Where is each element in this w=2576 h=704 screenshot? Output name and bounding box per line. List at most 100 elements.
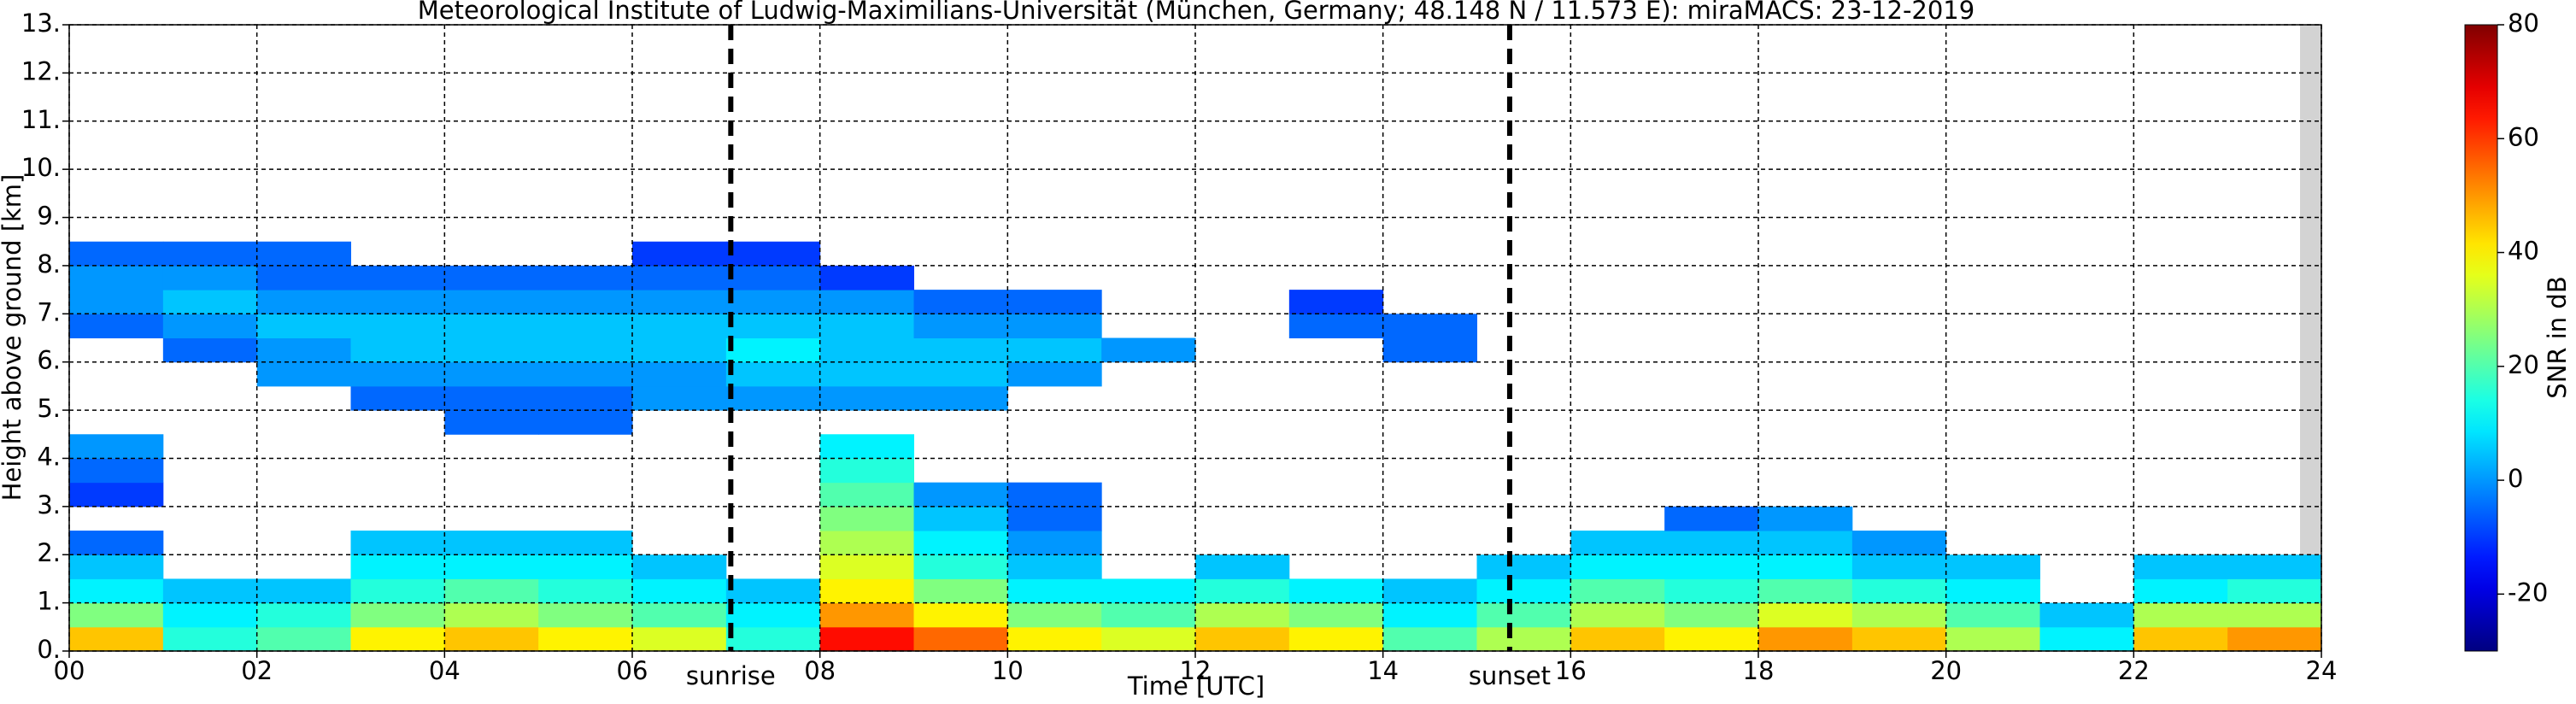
y-tick-label: 3. (37, 490, 61, 519)
heatmap-cell (1945, 578, 2040, 604)
heatmap-cell (1101, 578, 1196, 604)
heatmap-cell (1382, 337, 1477, 363)
heatmap-cell (1007, 602, 1102, 628)
heatmap-cell (2133, 626, 2228, 652)
heatmap-cell (350, 290, 445, 314)
x-tick-label: 16 (1555, 656, 1587, 685)
heatmap-cell (819, 578, 914, 604)
heatmap-cell (632, 554, 727, 579)
heatmap-cell (819, 337, 914, 363)
heatmap-cell (444, 314, 539, 338)
y-tick-label: 5. (37, 394, 61, 423)
heatmap-cell (632, 265, 727, 290)
heatmap-cell (725, 626, 821, 652)
heatmap-cell (69, 482, 164, 507)
heatmap-cell (350, 602, 445, 628)
heatmap-cell (444, 410, 539, 435)
colorbar-tick-label: 0 (2508, 464, 2523, 493)
heatmap-cell (819, 290, 914, 314)
heatmap-cell (819, 626, 914, 652)
heatmap-cell (1288, 626, 1384, 652)
heatmap-cell (819, 531, 914, 555)
heatmap-cell (913, 578, 1008, 604)
heatmap-cell (1570, 554, 1665, 579)
x-tick-label: 14 (1367, 656, 1399, 685)
heatmap-cell (256, 241, 351, 267)
heatmap-cell (350, 314, 445, 338)
heatmap-cell (1945, 602, 2040, 628)
y-tick-label: 12. (21, 56, 61, 85)
heatmap-cell (1288, 314, 1384, 338)
heatmap-cell (725, 337, 821, 363)
heatmap-cell (69, 602, 164, 628)
heatmap-cell (1101, 626, 1196, 652)
y-tick-label: 6. (37, 346, 61, 375)
heatmap-cell (819, 554, 914, 579)
heatmap-cell (538, 626, 633, 652)
heatmap-cell (69, 434, 164, 459)
heatmap-cell (1382, 578, 1477, 604)
heatmap-cell (632, 602, 727, 628)
heatmap-cell (350, 337, 445, 363)
heatmap-cell (1007, 626, 1102, 652)
x-tick-label: 06 (617, 656, 648, 685)
heatmap-cell (1288, 578, 1384, 604)
heatmap-cell (725, 361, 821, 387)
heatmap-cell (69, 241, 164, 267)
heatmap-cell (2227, 626, 2322, 652)
plot-frame (68, 24, 2322, 652)
heatmap-cell (725, 314, 821, 338)
heatmap-cell (1382, 602, 1477, 628)
annotation-label: sunrise (686, 661, 776, 690)
heatmap-cell (819, 506, 914, 531)
heatmap-cell (1758, 626, 1853, 652)
heatmap-cell (1195, 554, 1290, 579)
heatmap-cell (2133, 602, 2228, 628)
x-tick-label: 00 (54, 656, 85, 685)
heatmap-cell (819, 314, 914, 338)
heatmap-cell (1288, 290, 1384, 314)
heatmap-cell (350, 554, 445, 579)
heatmap-cell (913, 385, 1008, 411)
heatmap-cell (350, 385, 445, 411)
y-tick-label: 1. (37, 587, 61, 616)
heatmap-cell (69, 458, 164, 484)
heatmap-cell (162, 602, 258, 628)
heatmap-cell (913, 290, 1008, 314)
colorbar-label: SNR in dB (2543, 276, 2572, 398)
x-axis-label: Time [UTC] (1127, 672, 1265, 701)
heatmap-cell (1382, 314, 1477, 338)
heatmap-cell (632, 626, 727, 652)
y-tick-label: 7. (37, 297, 61, 326)
heatmap-cell (1007, 337, 1102, 363)
heatmap-cell (538, 554, 633, 579)
heatmap-cell (350, 265, 445, 290)
heatmap-cell (632, 314, 727, 338)
heatmap-cell (256, 314, 351, 338)
heatmap-cell (538, 290, 633, 314)
heatmap-cell (725, 241, 821, 267)
heatmap-cell (1195, 578, 1290, 604)
heatmap-cell (632, 290, 727, 314)
heatmap-cell (444, 554, 539, 579)
heatmap-cell (632, 385, 727, 411)
heatmap-cell (1101, 337, 1196, 363)
heatmap-cell (725, 578, 821, 604)
heatmap-cell (725, 290, 821, 314)
heatmap-cell (2133, 554, 2228, 579)
colorbar-tick-label: 60 (2508, 122, 2539, 151)
heatmap-cell (69, 626, 164, 652)
heatmap-cell (1007, 578, 1102, 604)
heatmap-cell (819, 385, 914, 411)
heatmap-cell (819, 434, 914, 459)
heatmap-cell (1945, 626, 2040, 652)
y-tick-label: 4. (37, 442, 61, 471)
y-tick-label: 0. (37, 635, 61, 664)
heatmap-cell (1007, 290, 1102, 314)
heatmap-cell (162, 290, 258, 314)
heatmap-cell (1851, 554, 1947, 579)
heatmap-cell (819, 602, 914, 628)
heatmap-cell (913, 506, 1008, 531)
